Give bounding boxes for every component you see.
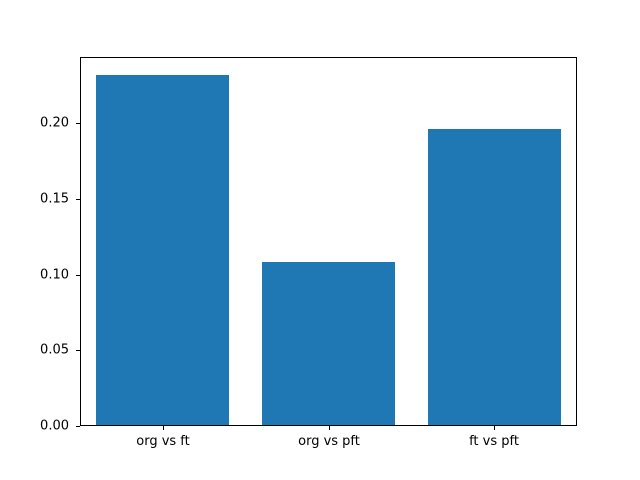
x-tick-label-2: ft vs pft [469, 434, 519, 449]
bar-1 [262, 262, 395, 426]
y-tick-mark-0 [76, 426, 80, 427]
y-tick-mark-4 [76, 123, 80, 124]
x-tick-label-1: org vs pft [298, 434, 360, 449]
y-tick-label-3: 0.15 [40, 191, 69, 207]
x-tick-mark-1 [329, 426, 330, 430]
x-tick-mark-0 [163, 426, 164, 430]
x-tick-label-0: org vs ft [136, 434, 190, 449]
y-tick-mark-1 [76, 350, 80, 351]
bar-0 [96, 75, 229, 426]
y-tick-label-1: 0.05 [40, 342, 69, 358]
y-tick-mark-2 [76, 275, 80, 276]
y-tick-label-2: 0.10 [40, 267, 69, 283]
x-tick-mark-2 [494, 426, 495, 430]
bar-2 [428, 129, 561, 426]
y-tick-label-0: 0.00 [40, 418, 69, 434]
y-tick-mark-3 [76, 199, 80, 200]
y-tick-label-4: 0.20 [40, 115, 69, 131]
